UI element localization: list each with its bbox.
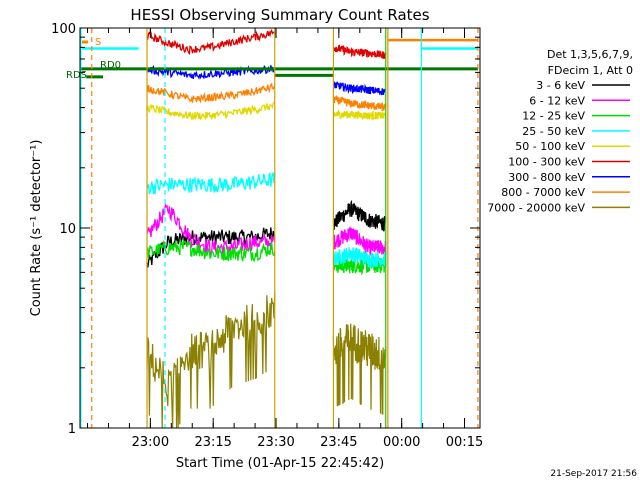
series-800-7000-kev bbox=[146, 82, 387, 112]
y-tick-label: 100 bbox=[51, 22, 76, 37]
series-line-25-50-kev-seg2 bbox=[332, 247, 387, 269]
legend-label-800-7000-kev: 800 - 7000 keV bbox=[501, 186, 585, 199]
series-line-100-300-kev-seg2 bbox=[332, 44, 387, 60]
series-line-50-100-kev-seg1 bbox=[146, 101, 276, 122]
flag-label-s: S bbox=[95, 37, 101, 48]
x-axis: 23:00 23:15 23:30 23:45 00:00 00:15 bbox=[87, 28, 483, 450]
footer-timestamp: 21-Sep-2017 21:56 bbox=[550, 469, 637, 479]
series-50-100-kev bbox=[146, 101, 387, 122]
series-300-800-kev bbox=[146, 64, 387, 96]
series-line-800-7000-kev-seg2 bbox=[332, 95, 387, 112]
x-tick-label: 23:45 bbox=[320, 435, 357, 450]
y-axis-label: Count Rate (s⁻¹ detector⁻¹) bbox=[29, 140, 44, 317]
y-tick-label: 10 bbox=[59, 222, 76, 237]
legend-label-7000-20000-kev: 7000 - 20000 keV bbox=[487, 201, 585, 214]
flag-markers: S RD0 RDS bbox=[66, 37, 121, 81]
chart-title: HESSI Observing Summary Count Rates bbox=[130, 6, 429, 24]
x-tick-label: 23:30 bbox=[257, 435, 294, 450]
series-12-25-kev bbox=[146, 239, 387, 276]
series-line-7000-20000-kev-seg1 bbox=[146, 292, 276, 429]
legend-label-50-100-kev: 50 - 100 keV bbox=[515, 140, 585, 153]
x-tick-label: 23:15 bbox=[194, 435, 231, 450]
legend-header-line-2: FDecim 1, Att 0 bbox=[548, 64, 633, 77]
series-line-50-100-kev-seg2 bbox=[332, 108, 387, 122]
y-tick-label: 1 bbox=[68, 422, 76, 437]
legend: Det 1,3,5,6,7,9, FDecim 1, Att 0 3 - 6 keV… bbox=[487, 48, 633, 214]
x-tick-label: 00:15 bbox=[446, 435, 483, 450]
flag-label-rds: RDS bbox=[66, 70, 87, 81]
legend-header-line-1: Det 1,3,5,6,7,9, bbox=[547, 48, 633, 61]
x-tick-label: 23:00 bbox=[132, 435, 169, 450]
series-line-300-800-kev-seg2 bbox=[332, 81, 387, 96]
legend-label-12-25-kev: 12 - 25 keV bbox=[522, 110, 585, 123]
series-layer bbox=[146, 29, 387, 429]
series-line-100-300-kev-seg1 bbox=[146, 29, 276, 56]
legend-label-100-300-kev: 100 - 300 keV bbox=[508, 156, 585, 169]
legend-label-300-800-kev: 300 - 800 keV bbox=[508, 171, 585, 184]
series-line-3-6-kev-seg2 bbox=[333, 199, 387, 232]
y-axis: 1 10 100 bbox=[51, 22, 480, 437]
series-line-25-50-kev-seg1 bbox=[146, 171, 276, 195]
series-line-300-800-kev-seg1 bbox=[146, 64, 276, 80]
legend-label-25-50-kev: 25 - 50 keV bbox=[522, 125, 585, 138]
series-line-7000-20000-kev-seg2 bbox=[332, 323, 387, 415]
legend-label-3-6-kev: 3 - 6 keV bbox=[536, 79, 585, 92]
x-tick-label: 00:00 bbox=[383, 435, 420, 450]
series-line-6-12-kev-seg2 bbox=[332, 226, 387, 256]
x-axis-label: Start Time (01-Apr-15 22:45:42) bbox=[176, 456, 384, 471]
series-line-800-7000-kev-seg1 bbox=[146, 82, 276, 104]
flag-label-rd0: RD0 bbox=[100, 60, 121, 71]
series-7000-20000-kev bbox=[146, 292, 387, 429]
series-line-12-25-kev-seg1 bbox=[146, 239, 276, 263]
series-100-300-kev bbox=[146, 29, 387, 60]
legend-label-6-12-kev: 6 - 12 keV bbox=[529, 94, 585, 107]
series-25-50-kev bbox=[146, 171, 387, 269]
series-line-12-25-kev-seg2 bbox=[332, 257, 387, 276]
